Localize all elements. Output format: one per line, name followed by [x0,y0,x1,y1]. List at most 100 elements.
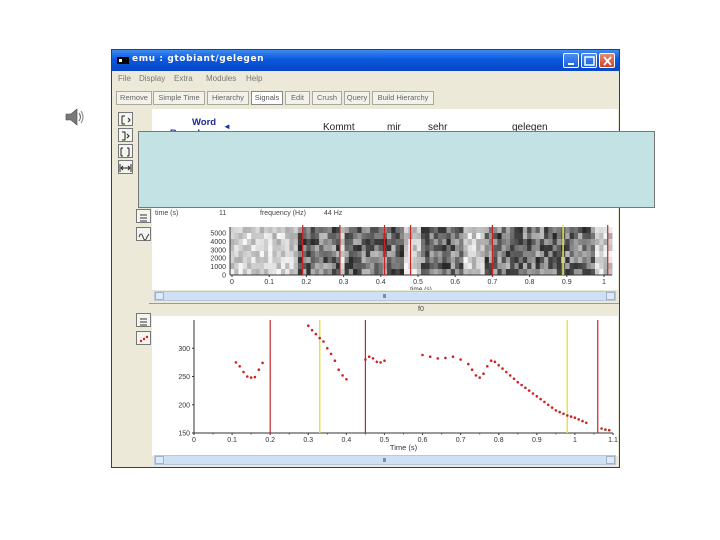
spectrogram-list-tool[interactable] [136,209,151,223]
spectrogram-cell [264,245,269,252]
spectrogram-cell [331,257,337,264]
spectrogram-cell [327,245,333,252]
spectrogram-cell [353,227,358,234]
scroll-left-button[interactable] [155,456,164,464]
label-tier[interactable]: Word Boundary ◄ Kommt mir sehr gelegen [152,109,618,139]
spectrogram-cell [234,263,239,270]
speaker-icon[interactable] [64,106,86,128]
spectrogram-cell [488,227,494,234]
spectrogram-cell [603,257,609,264]
query-button[interactable]: Query [344,91,370,105]
tier-arrow-icon[interactable]: ◄ [223,122,231,131]
spectrogram-cell [365,269,371,276]
hierarchy-button[interactable]: Hierarchy [207,91,249,105]
close-icon [603,56,612,66]
spectrogram-cell [280,233,286,240]
spectrogram-cell [599,245,604,252]
pitch-y-tick-label: 300 [178,346,190,353]
spectrogram-cell [429,269,435,276]
spectrogram-cell [319,239,324,246]
zoom-in-tool[interactable] [118,112,133,126]
scroll-left-button[interactable] [155,292,164,300]
spectrogram-cell [416,257,422,264]
spectrogram-y-tick-label: 1000 [210,264,226,271]
spectrogram-cell [429,251,435,258]
spectrogram-cell [569,227,575,234]
spectrogram-cell [484,257,490,264]
spectrogram-cell [327,227,333,234]
pitch-settings-tool[interactable] [136,331,151,345]
simple-time-button[interactable]: Simple Time [153,91,205,105]
menu-display[interactable]: Display [139,74,166,83]
pitch-panel[interactable]: 300 250 200 150 0 0.1 0.2 0.3 0.4 0.5 0.6 0.7 0.8 0.9… [152,316,618,456]
spectrogram-cell [370,263,375,270]
menu-file[interactable]: File [118,74,131,83]
fit-view-tool[interactable] [118,160,133,174]
spectrogram-cell [438,227,443,234]
spectrogram-cell [285,269,290,276]
spectrogram-x-tick-label: 0.8 [525,279,535,286]
pitch-y-tick-label: 200 [178,402,190,409]
scroll-thumb[interactable] [383,458,386,462]
pitch-scrollbar[interactable] [154,455,616,465]
spectrogram-cell [582,257,587,264]
remove-button[interactable]: Remove [116,91,152,105]
spectrogram-cell [590,233,596,240]
spectrogram-cell [259,269,265,276]
scroll-thumb[interactable] [383,294,386,298]
word-label[interactable]: mir [387,122,401,133]
spectrogram-cell [501,227,507,234]
spectrogram-cell [450,269,456,276]
pitch-point [421,353,424,357]
spectrogram-cell [527,233,532,240]
spectrogram-cell [370,239,375,246]
spectrogram-cell [399,251,405,258]
spectrogram-cell [293,269,299,276]
spectrogram-scrollbar[interactable] [154,291,616,301]
spectrogram-cell [365,263,371,270]
pitch-point [558,410,561,414]
scroll-right-button[interactable] [606,456,615,464]
spectrogram-cell [501,263,507,270]
spectrogram-cell [404,257,409,264]
spectrogram-cell [450,251,456,258]
menu-modules[interactable]: Modules [206,74,237,83]
spectrogram-cell [522,227,528,234]
spectrogram-settings-tool[interactable] [136,227,151,241]
menu-extra[interactable]: Extra [174,74,193,83]
spectrogram-cell [264,239,269,246]
pitch-x-tick-label: 0 [192,437,196,444]
spectrogram-cell [340,269,346,276]
pitch-list-tool[interactable] [136,313,151,327]
spectrogram-cell [353,263,358,270]
word-label[interactable]: Kommt [323,122,355,133]
spectrogram-cell [310,269,316,276]
spectrogram-cell [565,269,570,276]
spectrogram-cell [556,227,562,234]
spectrogram-cell [382,233,388,240]
crush-button[interactable]: Crush [312,91,342,105]
pitch-point [329,352,333,356]
select-region-tool[interactable] [118,128,133,142]
spectrogram-cell [391,263,396,270]
title-bar[interactable]: emu : gtobiant/gelegen [112,50,619,71]
word-label[interactable]: sehr [428,122,448,133]
spectrogram-panel[interactable]: time (s) 11 frequency (Hz) 44 Hz 5000 400… [152,208,618,290]
spectrogram-cell [463,251,469,258]
menu-help[interactable]: Help [246,74,263,83]
scroll-right-button[interactable] [606,292,615,300]
spectrogram-x-tick-label: 0.3 [339,279,349,286]
spectrogram-cell [595,269,600,276]
minimize-icon [568,63,574,65]
signals-tab[interactable]: Signals [251,91,283,105]
edit-button[interactable]: Edit [285,91,310,105]
pitch-point [512,377,516,381]
word-label[interactable]: gelegen [512,122,548,133]
spectrogram-cell [344,239,350,246]
zoom-out-tool[interactable] [118,144,133,158]
pitch-point [242,370,245,374]
minimize-button[interactable] [563,53,579,68]
close-button[interactable] [599,53,615,68]
maximize-button[interactable] [581,53,597,68]
build-hierarchy-button[interactable]: Build Hierarchy [372,91,434,105]
